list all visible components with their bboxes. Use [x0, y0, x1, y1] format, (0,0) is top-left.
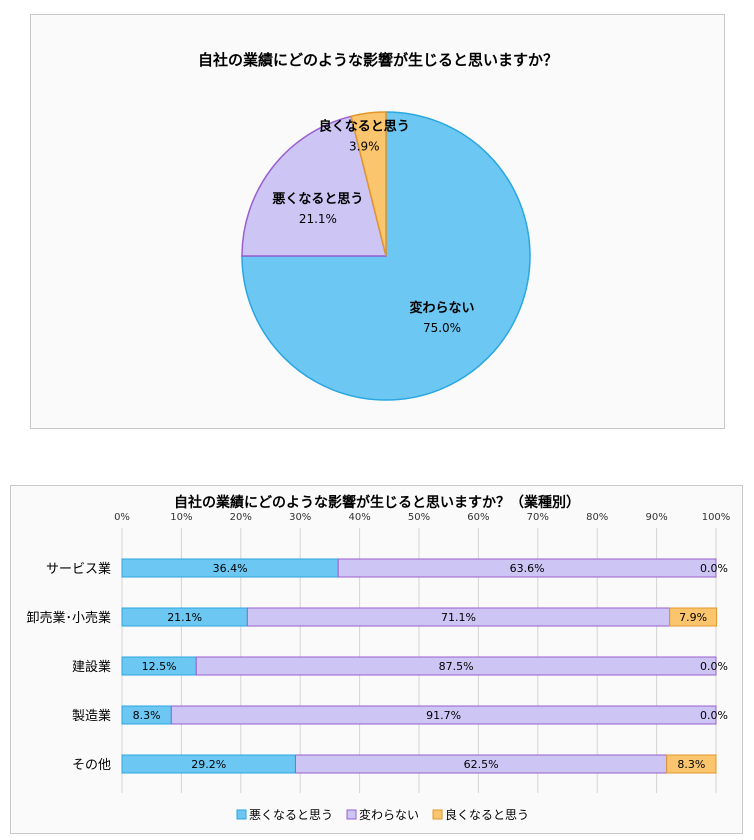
pie-slice-value: 3.9%: [349, 140, 380, 154]
bar-value-label: 29.2%: [191, 758, 226, 771]
pie-slice-2: [350, 111, 387, 257]
x-tick-label: 40%: [348, 512, 370, 523]
bar-value-label: 71.1%: [441, 611, 476, 624]
pie-slice-label: 悪くなると思う: [272, 192, 363, 207]
legend-label: 良くなると思う: [445, 807, 529, 822]
pie-chart-panel: 自社の業績にどのような影響が生じると思いますか？ 変わらない 75.0% 悪くなると…: [30, 14, 725, 429]
legend-swatch: [236, 809, 247, 820]
bar-segment: [669, 607, 718, 627]
x-tick-label: 0%: [114, 512, 130, 523]
pie-slice-1: [241, 115, 387, 257]
bar-chart: 自社の業績にどのような影響が生じると思いますか？（業種別） 0% 10% 20% 30…: [26, 494, 731, 822]
bar-value-label: 91.7%: [426, 709, 461, 722]
bar-chart-panel: 自社の業績にどのような影響が生じると思いますか？（業種別） 0% 10% 20% 30…: [10, 485, 743, 834]
bar-chart-title: 自社の業績にどのような影響が生じると思いますか？（業種別）: [174, 494, 580, 511]
pie-slice-0: [241, 111, 531, 401]
category-label: その他: [72, 758, 111, 773]
bar-value-label: 36.4%: [213, 562, 248, 575]
bar-value-label: 63.6%: [510, 562, 545, 575]
x-tick-label: 30%: [289, 512, 311, 523]
x-tick-label: 80%: [586, 512, 608, 523]
pie-chart: 自社の業績にどのような影響が生じると思いますか？ 変わらない 75.0% 悪くなると…: [198, 51, 558, 401]
legend-swatch: [346, 809, 357, 820]
bar-value-label: 87.5%: [439, 660, 474, 673]
bar-segment: [170, 705, 717, 725]
pie-slice-label: 良くなると思う: [319, 119, 410, 135]
pie-chart-title: 自社の業績にどのような影響が生じると思いますか？: [198, 51, 558, 69]
pie-slice-value: 75.0%: [423, 321, 461, 335]
legend-swatch: [432, 809, 443, 820]
category-label: サービス業: [46, 561, 111, 577]
legend-label: 悪くなると思う: [249, 808, 333, 822]
x-tick-label: 20%: [230, 512, 252, 523]
legend-label: 変わらない: [359, 807, 419, 822]
x-tick-label: 10%: [170, 512, 192, 523]
category-label: 製造業: [72, 708, 111, 724]
category-label: 建設業: [72, 659, 111, 675]
x-tick-label: 50%: [408, 512, 430, 523]
bar-value-label: 62.5%: [464, 758, 499, 771]
bar-value-label: 0.0%: [700, 660, 728, 673]
pie-slice-label: 変わらない: [409, 300, 474, 316]
bar-value-label: 12.5%: [142, 660, 177, 673]
bar-segment: [195, 656, 717, 676]
bar-value-label: 8.3%: [677, 758, 705, 771]
bar-value-label: 8.3%: [133, 709, 161, 722]
bar-value-label: 0.0%: [700, 709, 728, 722]
bar-value-label: 7.9%: [679, 611, 707, 624]
x-tick-label: 90%: [645, 512, 667, 523]
bar-segment: [337, 558, 717, 578]
bar-value-label: 21.1%: [167, 611, 202, 624]
pie-slice-value: 21.1%: [299, 212, 337, 226]
bar-segment: [666, 754, 717, 774]
category-label: 卸売業･小売業: [26, 610, 111, 626]
x-tick-label: 100%: [702, 512, 731, 523]
bar-value-label: 0.0%: [700, 562, 728, 575]
x-tick-label: 60%: [467, 512, 489, 523]
x-tick-label: 70%: [527, 512, 549, 523]
